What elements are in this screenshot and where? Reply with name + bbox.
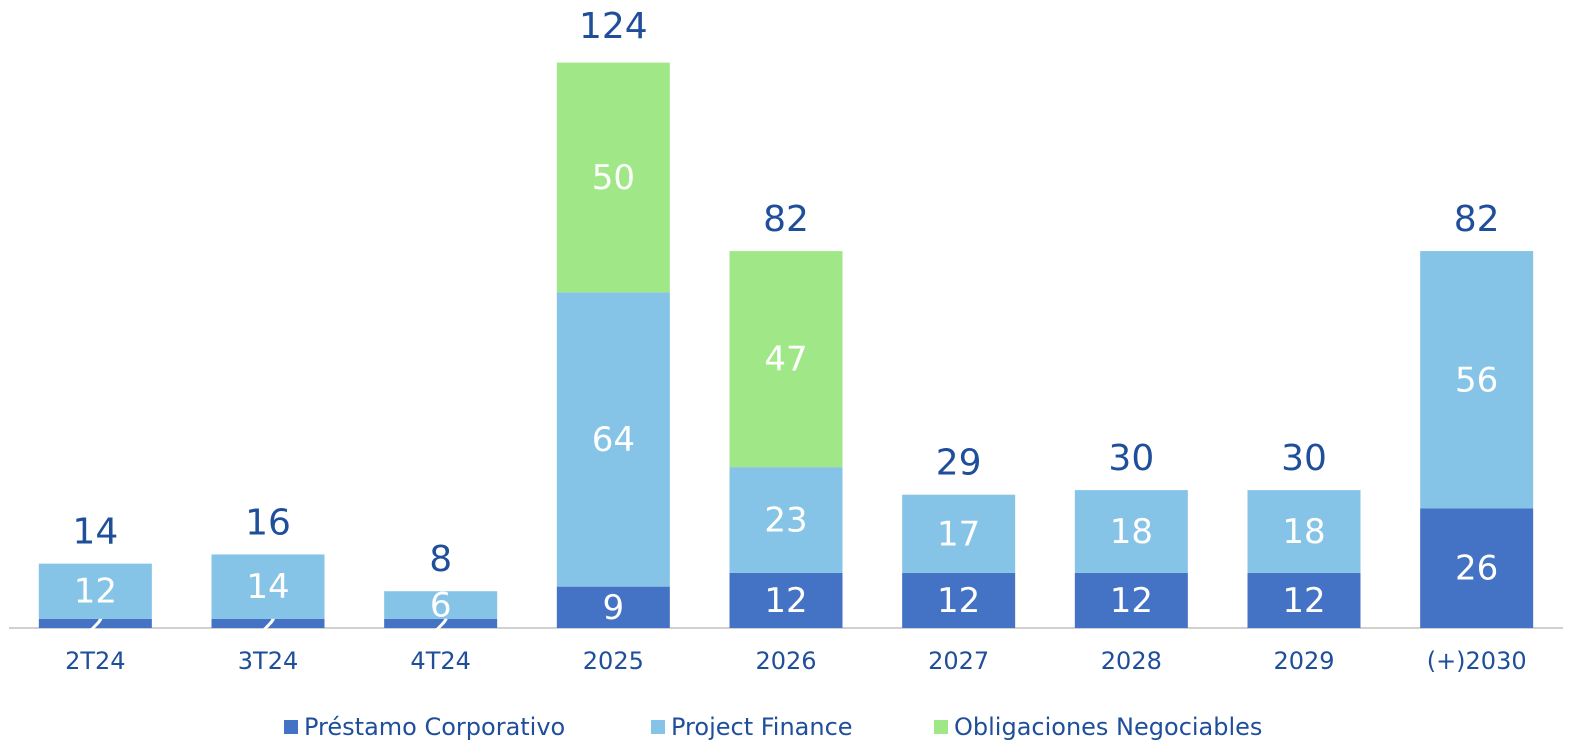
x-tick-label: 2025	[583, 647, 644, 675]
segment-label: 12	[764, 581, 807, 621]
x-tick-label: 2T24	[65, 647, 125, 675]
bar-segment	[729, 572, 843, 628]
segment-label: 12	[1110, 581, 1153, 621]
legend-swatch	[651, 720, 665, 734]
bar-segment	[1420, 508, 1534, 628]
legend-label: Obligaciones Negociables	[954, 713, 1262, 741]
bar-segment	[556, 292, 670, 587]
bar-segment	[729, 251, 843, 468]
segment-label: 12	[937, 581, 980, 621]
segment-label: 26	[1455, 549, 1498, 589]
bar-segment	[211, 618, 325, 628]
segment-label: 6	[430, 586, 452, 626]
segment-label: 56	[1455, 360, 1498, 400]
total-label: 8	[429, 539, 452, 580]
total-label: 124	[579, 6, 648, 47]
x-tick-label: 2027	[928, 647, 989, 675]
segment-label: 50	[592, 158, 635, 198]
bar-segment	[1420, 251, 1534, 509]
bar-segment	[729, 467, 843, 573]
segment-label: 17	[937, 514, 980, 554]
total-label: 30	[1281, 438, 1327, 479]
bar-segment	[1247, 490, 1361, 573]
x-tick-label: 3T24	[238, 647, 298, 675]
bar-segment	[384, 618, 498, 628]
bar-segment	[902, 572, 1016, 628]
bar-segment	[1247, 572, 1361, 628]
bar-segment	[902, 494, 1016, 573]
bar-segment	[1074, 572, 1188, 628]
x-tick-label: (+)2030	[1427, 647, 1527, 675]
total-label: 16	[245, 502, 291, 543]
total-label: 30	[1108, 438, 1154, 479]
segment-label: 47	[764, 340, 807, 380]
x-tick-label: 2028	[1101, 647, 1162, 675]
bar-segment	[38, 563, 152, 619]
total-label: 82	[1454, 199, 1500, 240]
bar-segment	[556, 62, 670, 293]
legend-swatch	[934, 720, 948, 734]
x-tick-label: 2026	[755, 647, 816, 675]
segment-label: 18	[1110, 512, 1153, 552]
bar-segment	[38, 618, 152, 628]
x-tick-label: 2029	[1273, 647, 1334, 675]
segment-label: 12	[1282, 581, 1325, 621]
segment-label: 18	[1282, 512, 1325, 552]
segment-label: 14	[246, 567, 289, 607]
bar-segment	[384, 591, 498, 619]
total-label: 82	[763, 199, 809, 240]
bar-segment	[211, 554, 325, 619]
bar-segment	[1074, 490, 1188, 573]
x-tick-label: 4T24	[410, 647, 470, 675]
segment-label: 23	[764, 500, 807, 540]
legend-label: Project Finance	[671, 713, 853, 741]
bar-segment	[556, 586, 670, 628]
segment-label: 12	[74, 572, 117, 612]
total-label: 29	[936, 443, 982, 484]
legend-swatch	[284, 720, 298, 734]
segment-label: 9	[603, 588, 625, 628]
total-label: 14	[72, 512, 118, 553]
segment-label: 64	[592, 420, 635, 460]
legend-label: Préstamo Corporativo	[304, 713, 565, 741]
